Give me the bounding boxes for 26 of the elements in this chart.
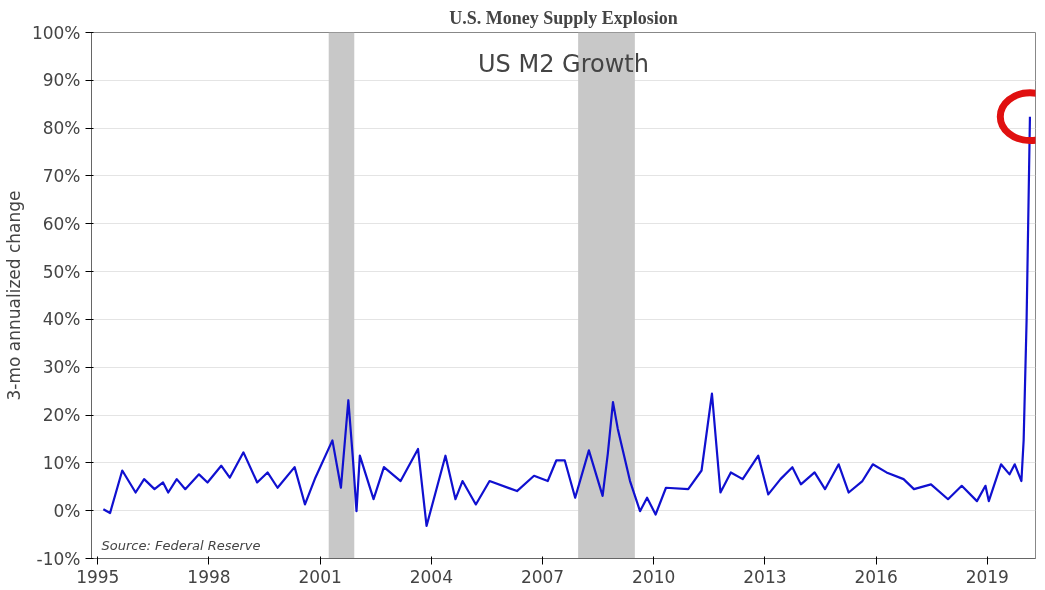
y-tick-label: 90% [42, 70, 81, 91]
annotation: Source: Federal Reserve [101, 537, 261, 553]
y-tick-label: 30% [42, 357, 81, 378]
x-tick-label: 1995 [76, 566, 120, 587]
annotation: US M2 Growth [478, 49, 649, 78]
x-tick-label: 2016 [854, 566, 898, 587]
x-tick-label: 2007 [520, 566, 565, 587]
x-tick-label: 1998 [187, 566, 231, 587]
x-tick-label: 2010 [632, 566, 676, 587]
line-series [102, 115, 1032, 528]
x-tick-label: 2004 [409, 566, 453, 587]
x-tick-label: 2019 [965, 566, 1009, 587]
y-tick-label: 40% [42, 309, 81, 330]
x-tick-label: 2001 [298, 566, 342, 587]
y-tick-label: 60% [42, 213, 81, 234]
y-axis-title: 3-mo annualized change [3, 190, 24, 401]
y-tick-label: 80% [42, 118, 81, 139]
x-tick-label: 2013 [743, 566, 787, 587]
y-tick-label: 50% [42, 261, 81, 282]
y-tick-label: 10% [42, 452, 81, 473]
y-tick-label: -10% [36, 548, 81, 569]
y-tick-label: 100% [31, 22, 81, 43]
y-tick-label: 20% [42, 405, 81, 426]
chart-title: U.S. Money Supply Explosion [449, 7, 678, 28]
y-tick-label: 0% [53, 500, 81, 521]
y-tick-label: 70% [42, 165, 81, 186]
